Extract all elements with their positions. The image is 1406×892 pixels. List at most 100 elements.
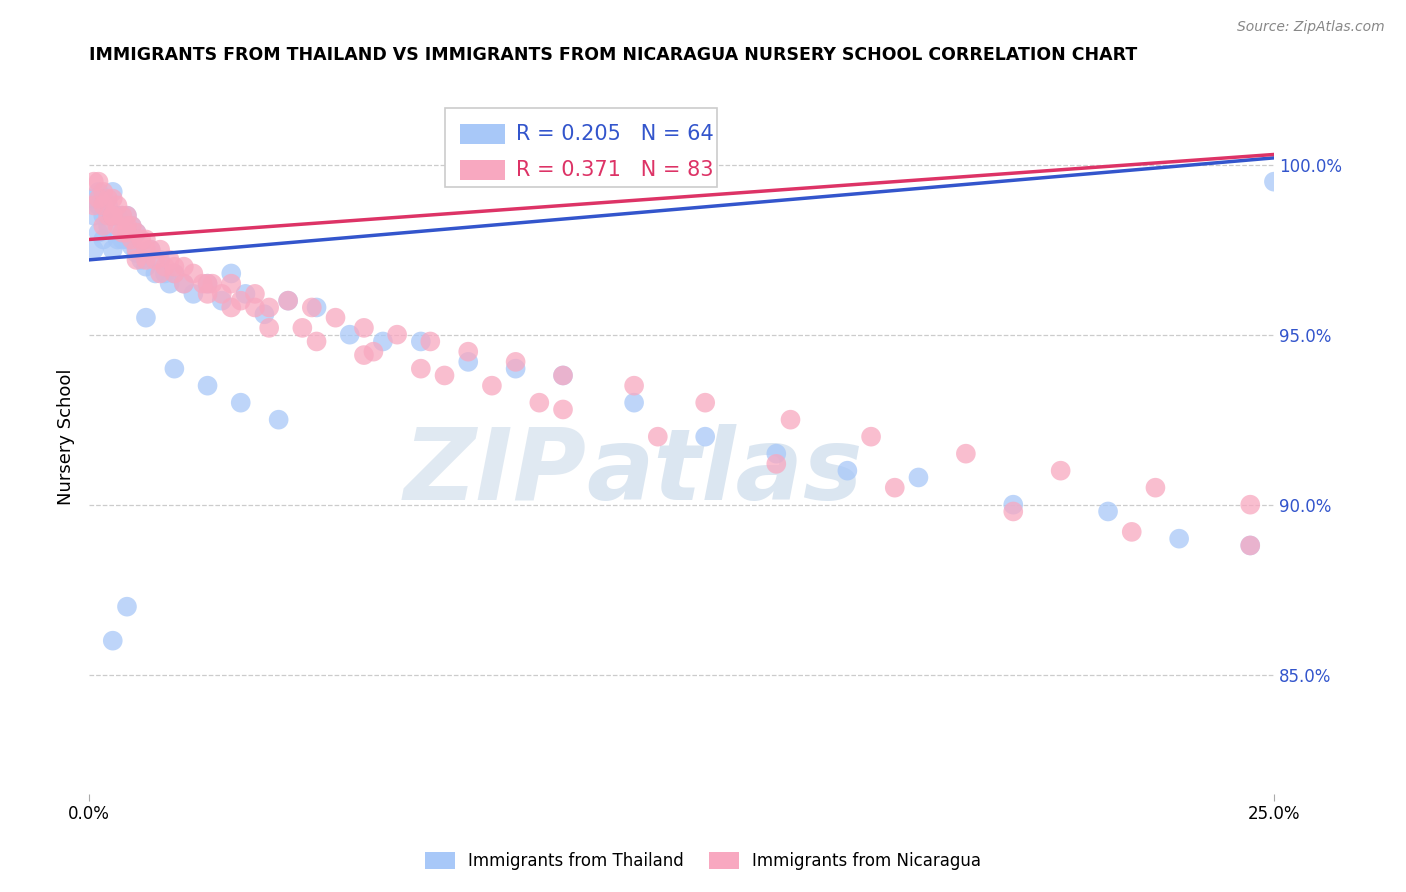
Point [101,192,124,206]
Point [197,286,219,301]
Point [505,355,527,369]
Point [121,219,143,233]
Point [145,267,167,281]
Point [883,481,905,495]
Point [125,246,148,260]
Point [149,243,172,257]
Point [83,243,105,257]
Point [433,368,456,383]
Point [115,209,138,223]
Point [551,368,574,383]
Point [1168,532,1191,546]
Point [153,267,176,281]
Point [111,209,134,223]
Point [87,175,110,189]
FancyBboxPatch shape [444,108,717,186]
Text: R = 0.205   N = 64: R = 0.205 N = 64 [516,124,713,144]
Point [87,198,110,212]
Point [1239,498,1261,512]
Point [97,198,120,212]
Point [955,447,977,461]
Point [121,219,143,233]
Point [197,277,219,291]
Point [91,219,114,233]
FancyBboxPatch shape [460,160,505,179]
Point [83,198,105,212]
Point [529,395,551,409]
Point [191,277,214,291]
Point [211,286,233,301]
Point [97,219,120,233]
FancyBboxPatch shape [460,124,505,144]
Point [457,355,479,369]
Point [139,243,162,257]
Point [409,361,432,376]
Point [765,457,787,471]
Point [860,430,883,444]
Point [219,267,242,281]
Point [695,430,717,444]
Point [129,232,152,246]
Point [173,277,195,291]
Point [111,226,134,240]
Point [1263,175,1285,189]
Point [115,599,138,614]
Point [101,209,124,223]
Point [1002,498,1025,512]
Point [779,412,801,426]
Y-axis label: Nursery School: Nursery School [58,368,75,505]
Point [695,395,717,409]
Point [111,209,134,223]
Point [135,243,157,257]
Point [107,232,129,246]
Point [277,293,299,308]
Point [121,239,143,253]
Point [647,430,669,444]
Point [115,226,138,240]
Point [243,286,266,301]
Point [371,334,394,349]
Point [101,209,124,223]
Point [121,232,143,246]
Point [197,378,219,392]
Point [1049,464,1071,478]
Point [623,395,645,409]
Text: IMMIGRANTS FROM THAILAND VS IMMIGRANTS FROM NICARAGUA NURSERY SCHOOL CORRELATION: IMMIGRANTS FROM THAILAND VS IMMIGRANTS F… [89,46,1137,64]
Point [153,260,176,274]
Point [907,470,929,484]
Point [163,267,186,281]
Point [1144,481,1167,495]
Point [115,209,138,223]
Point [353,348,375,362]
Point [551,402,574,417]
Text: ZIP: ZIP [404,424,586,521]
Point [159,252,181,267]
Point [353,321,375,335]
Point [97,209,120,223]
Point [1121,524,1143,539]
Point [267,412,290,426]
Point [623,378,645,392]
Point [1002,504,1025,518]
Point [305,334,328,349]
Point [457,344,479,359]
Point [87,185,110,199]
Point [91,192,114,206]
Point [101,209,124,223]
Point [135,260,157,274]
Point [385,327,408,342]
Point [339,327,361,342]
Point [91,209,114,223]
Legend: Immigrants from Thailand, Immigrants from Nicaragua: Immigrants from Thailand, Immigrants fro… [418,845,988,877]
Point [1097,504,1119,518]
Point [409,334,432,349]
Point [135,310,157,325]
Point [229,395,252,409]
Point [291,321,314,335]
Point [305,301,328,315]
Point [219,277,242,291]
Point [363,344,385,359]
Point [197,277,219,291]
Point [83,209,105,223]
Point [253,307,276,321]
